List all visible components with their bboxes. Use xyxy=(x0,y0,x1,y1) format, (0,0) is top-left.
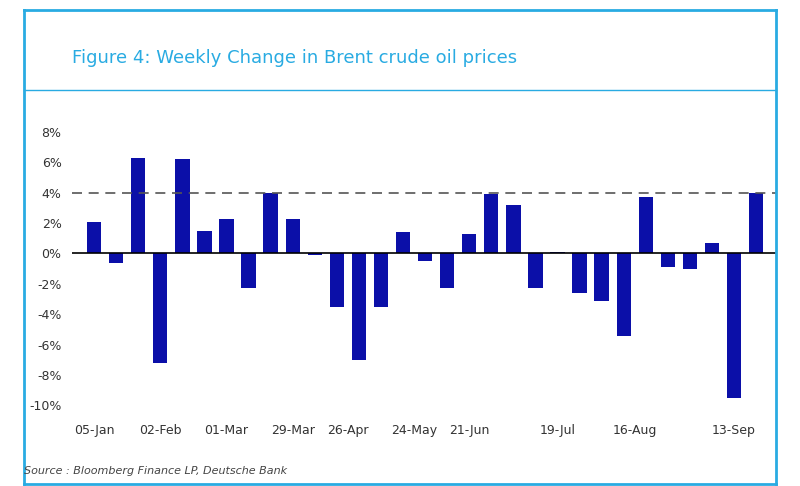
Bar xyxy=(727,254,742,398)
Bar xyxy=(87,222,102,254)
Bar xyxy=(330,254,344,307)
Bar xyxy=(175,159,190,254)
Bar xyxy=(661,254,675,267)
Bar xyxy=(440,254,454,288)
Text: Figure 4: Weekly Change in Brent crude oil prices: Figure 4: Weekly Change in Brent crude o… xyxy=(72,49,517,67)
Bar xyxy=(573,254,586,293)
Bar xyxy=(374,254,388,307)
Bar xyxy=(242,254,256,288)
Bar xyxy=(352,254,366,360)
Bar xyxy=(638,197,653,254)
Bar xyxy=(528,254,542,288)
Bar xyxy=(131,157,146,254)
Bar xyxy=(153,254,167,363)
Bar xyxy=(286,219,300,254)
Bar xyxy=(219,219,234,254)
Bar xyxy=(109,254,123,262)
Bar xyxy=(705,243,719,254)
Bar xyxy=(462,234,477,254)
Bar xyxy=(263,192,278,254)
Bar xyxy=(307,254,322,255)
Bar xyxy=(682,254,697,269)
Bar xyxy=(550,252,565,254)
Text: Source : Bloomberg Finance LP, Deutsche Bank: Source : Bloomberg Finance LP, Deutsche … xyxy=(24,466,287,476)
Bar xyxy=(418,254,432,261)
Bar xyxy=(198,231,211,254)
Bar xyxy=(594,254,609,301)
Bar xyxy=(617,254,631,335)
Bar xyxy=(749,192,763,254)
Bar xyxy=(506,205,521,254)
Bar xyxy=(396,232,410,254)
Bar xyxy=(484,194,498,254)
